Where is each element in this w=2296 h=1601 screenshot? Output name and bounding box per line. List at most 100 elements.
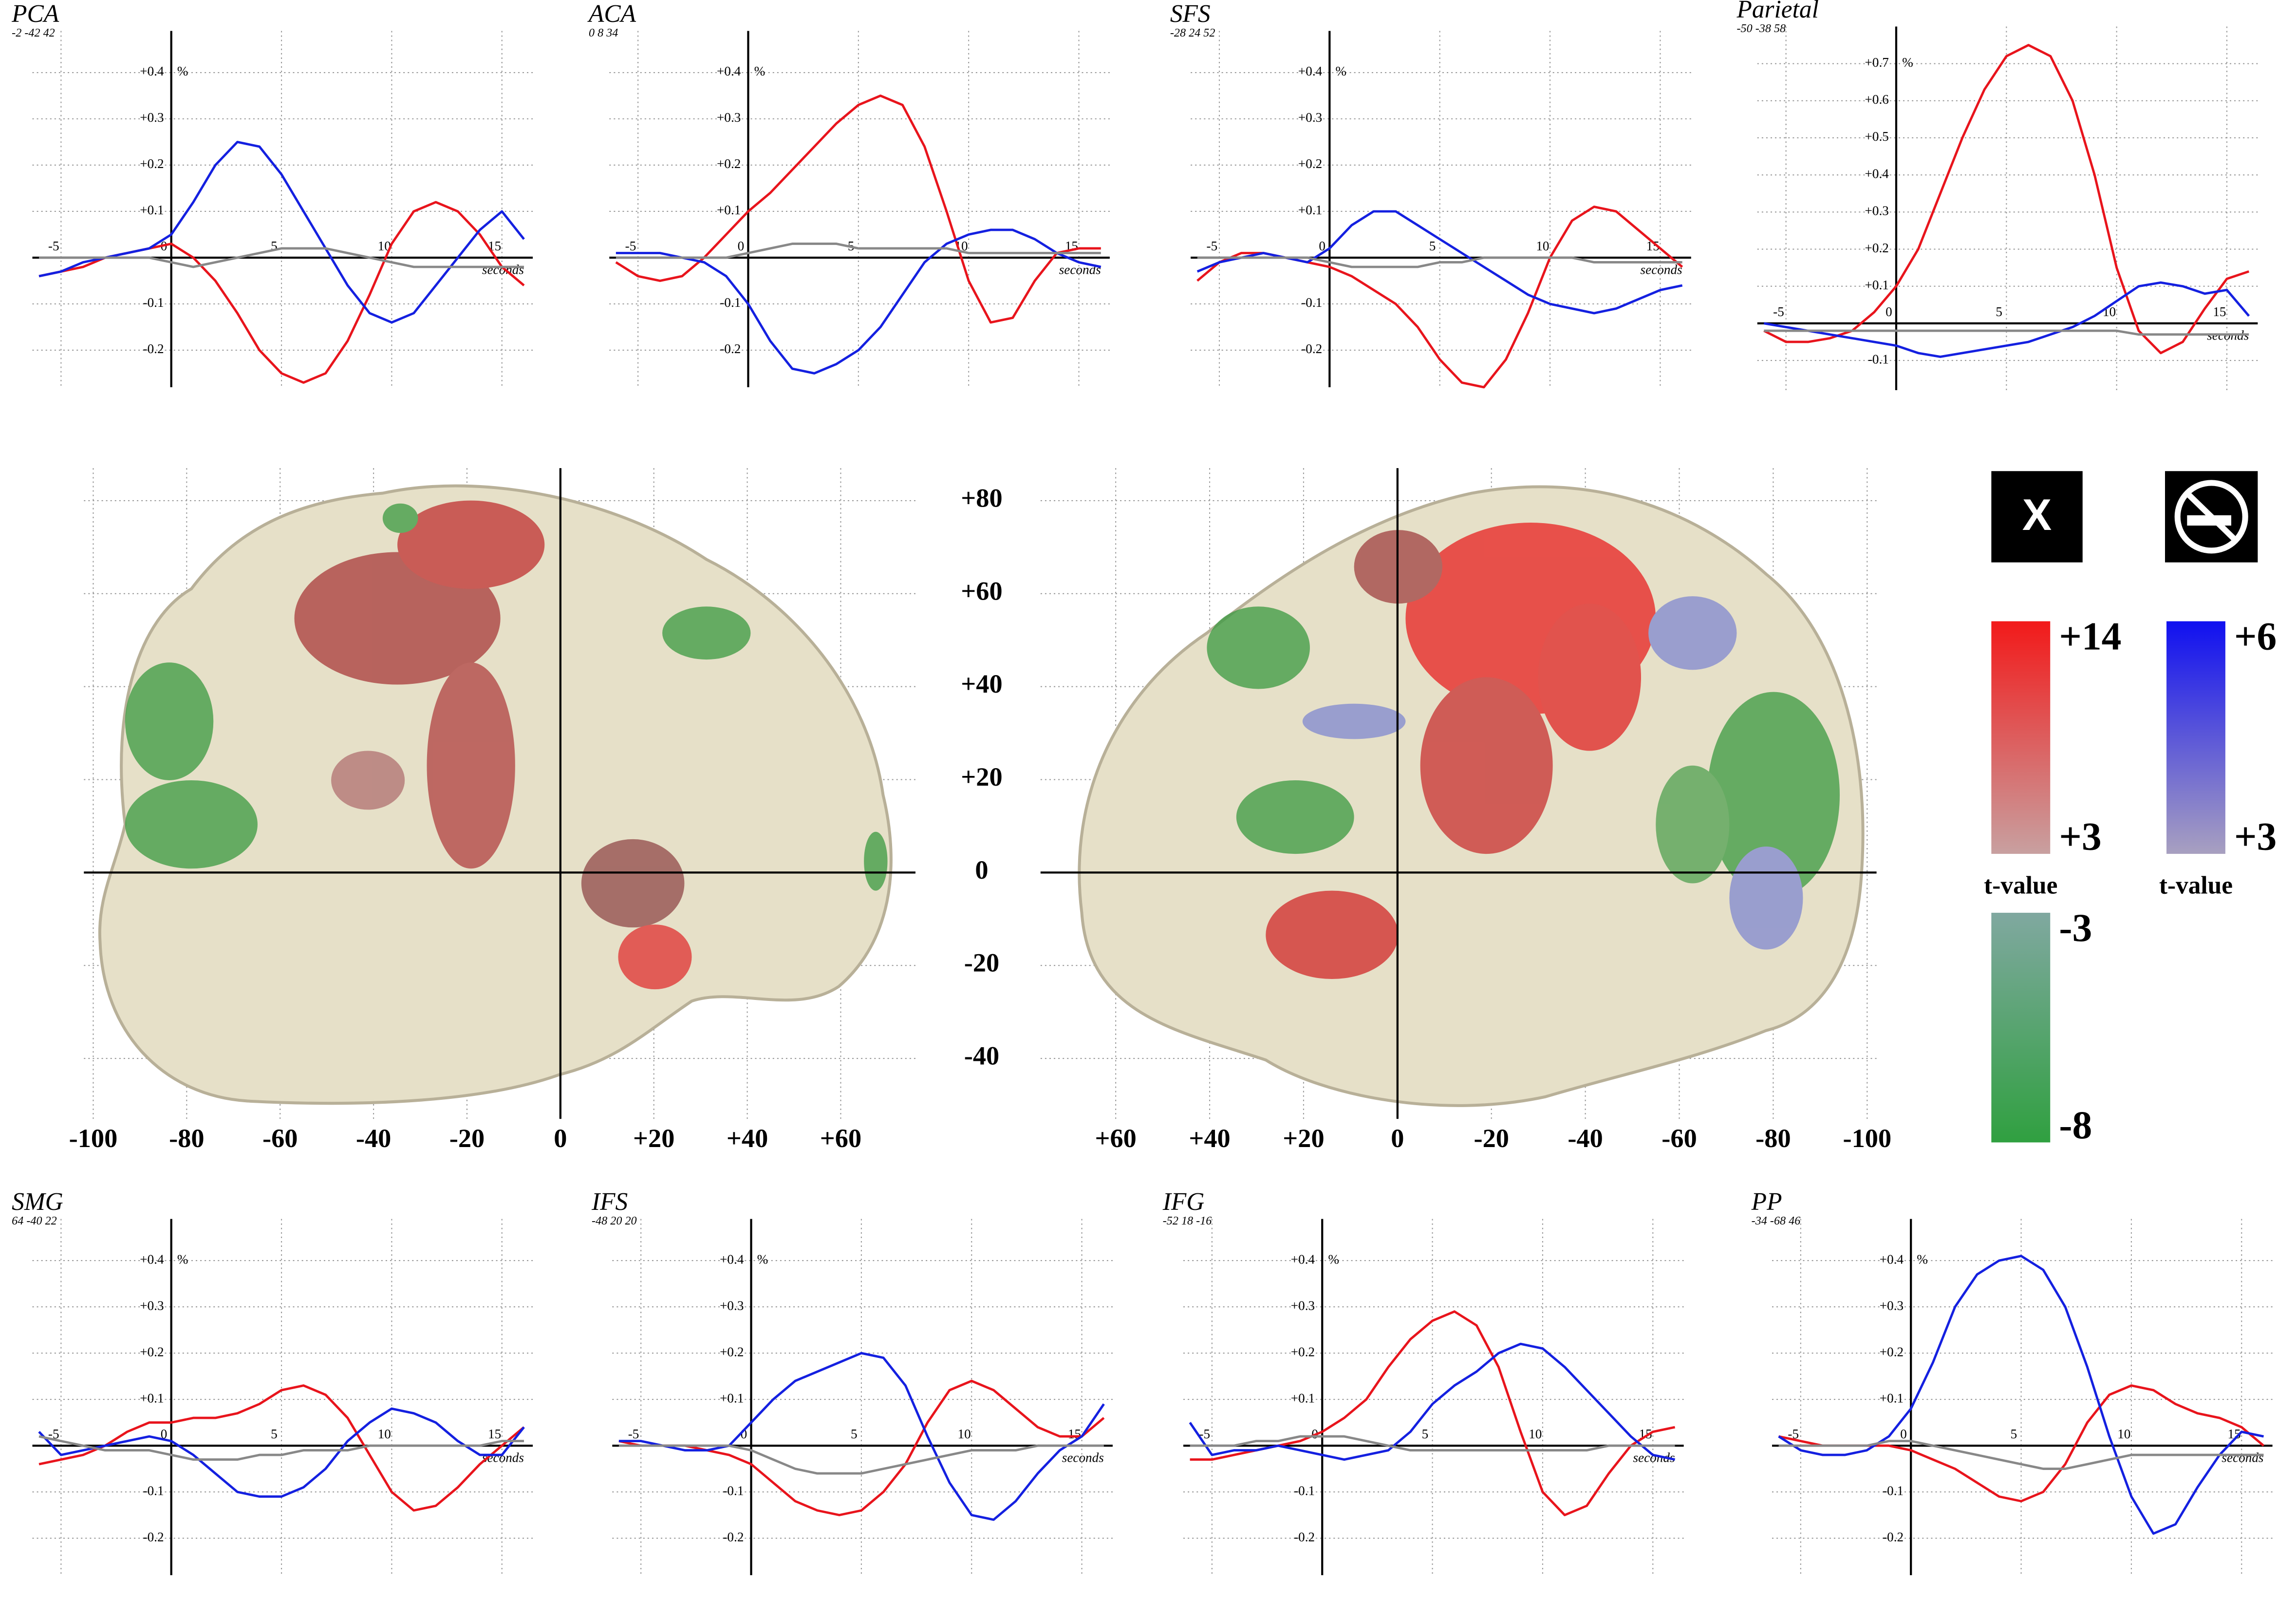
colorbar-tick-label: -8 <box>2059 1103 2092 1147</box>
activation-red <box>581 839 685 928</box>
y-tick-label: +0.4 <box>1291 1252 1315 1266</box>
series-line <box>38 1384 525 1512</box>
x-axis-label: seconds <box>1641 262 1682 277</box>
y-unit: % <box>1917 1252 1928 1266</box>
x-tick-label: 15 <box>2213 304 2226 319</box>
chart-title: SMG <box>12 1188 63 1216</box>
y-tick-label: +0.1 <box>720 1391 744 1405</box>
y-tick-label: 0 <box>975 855 988 885</box>
chart-subtitle: -28 24 52 <box>1170 26 1215 39</box>
no-smoking-ring <box>2174 480 2248 554</box>
y-tick-label: +0.1 <box>140 1391 164 1405</box>
chart-title: IFS <box>591 1188 628 1216</box>
x-tick-label: -5 <box>628 1427 639 1441</box>
y-tick-label: -0.1 <box>1301 295 1322 310</box>
y-tick-label: +0.3 <box>717 110 741 125</box>
condition-icon-box <box>1991 471 2083 563</box>
y-tick-label: +0.5 <box>1865 129 1889 144</box>
series-line <box>38 1435 524 1461</box>
y-tick-label: +0.2 <box>717 156 741 171</box>
x-tick-label: 0 <box>1900 1427 1907 1441</box>
x-tick-label: 5 <box>1429 239 1436 253</box>
x-tick-label: 15 <box>488 1427 501 1441</box>
activation-green <box>1236 780 1354 854</box>
chart-title: SFS <box>1170 0 1211 28</box>
condition-icon-label: X <box>2022 490 2052 540</box>
y-tick-label: +0.2 <box>1865 241 1889 255</box>
chart-layer: -5 0 5 10 15 -0.2 -0.1 +0.1 +0.2 +0.3 +0.4 % seconds… <box>11 0 2273 1576</box>
y-tick-label: +0.2 <box>720 1344 744 1359</box>
series-line <box>618 1352 1105 1521</box>
x-tick-label: -5 <box>1207 239 1218 253</box>
chart-subtitle: -34 -68 46 <box>1752 1214 1801 1227</box>
y-unit: % <box>177 1252 188 1266</box>
x-tick-label: -100 <box>69 1124 118 1153</box>
chart-title: Parietal <box>1736 0 1818 23</box>
x-tick-label: +20 <box>1283 1124 1324 1153</box>
y-tick-label: -0.2 <box>1883 1529 1904 1544</box>
y-tick-label: +0.2 <box>1298 156 1322 171</box>
line-chart: -5 0 5 10 15-0.1+0.1+0.2+0.3+0.4+0.5+0.6+0.7… <box>1736 0 2258 390</box>
y-tick-label: +0.4 <box>717 64 741 78</box>
series-line <box>38 1407 525 1498</box>
y-tick-label: +0.4 <box>1865 166 1889 181</box>
series-line <box>1197 256 1682 268</box>
y-tick-label: +20 <box>961 762 1002 791</box>
activation-red <box>618 924 692 990</box>
line-chart: -5 0 5 10 15-0.2-0.1+0.1+0.2+0.3+0.4 %seconds… <box>1162 1188 1684 1576</box>
y-tick-label: +0.4 <box>140 64 164 78</box>
y-tick-label: +0.4 <box>1298 64 1323 78</box>
x-axis-label: seconds <box>2221 1450 2263 1465</box>
chart-subtitle: 64 -40 22 <box>12 1214 57 1227</box>
activation-red <box>1538 603 1642 751</box>
colorbar-label: t-value <box>2159 871 2233 899</box>
series-line <box>616 228 1101 375</box>
activation-green <box>864 831 888 891</box>
series-line <box>1189 1342 1676 1461</box>
y-tick-label: +0.1 <box>1865 278 1889 292</box>
y-unit: % <box>177 64 188 78</box>
y-unit: % <box>1328 1252 1339 1266</box>
y-tick-label: -0.2 <box>143 1529 164 1544</box>
x-tick-label: 5 <box>851 1427 858 1441</box>
y-tick-label: +40 <box>961 669 1002 698</box>
colorbar <box>1991 912 2051 1143</box>
colorbar-tick-label: +3 <box>2234 814 2277 859</box>
line-chart: -5 0 5 10 15-0.2-0.1+0.1+0.2+0.3+0.4 %seconds… <box>11 0 533 387</box>
y-tick-label: +0.3 <box>720 1298 744 1313</box>
y-tick-label: -0.1 <box>1868 352 1889 366</box>
chart-title: IFG <box>1162 1188 1205 1216</box>
y-tick-label: +0.3 <box>1865 204 1889 218</box>
y-tick-label: +0.1 <box>1298 203 1322 217</box>
y-tick-label: -0.2 <box>723 1529 744 1544</box>
y-unit: % <box>757 1252 768 1266</box>
chart-subtitle: -52 18 -16 <box>1163 1214 1212 1227</box>
chart-subtitle: 0 8 34 <box>589 26 618 39</box>
x-tick-label: 0 <box>1885 304 1892 319</box>
x-tick-label: 5 <box>1422 1427 1429 1441</box>
y-tick-label: -0.1 <box>143 1483 164 1498</box>
series-line <box>618 1444 1104 1475</box>
series-line <box>615 94 1101 324</box>
activation-blue <box>1729 846 1803 950</box>
activation-green <box>1656 765 1730 884</box>
x-tick-label: +40 <box>1189 1124 1230 1153</box>
line-chart: -5 0 5 10 15-0.2-0.1+0.1+0.2+0.3+0.4 %seconds… <box>12 1188 533 1576</box>
activation-red <box>1266 890 1399 979</box>
x-tick-label: 0 <box>738 239 745 253</box>
x-tick-label: +60 <box>1095 1124 1136 1153</box>
y-tick-label: +80 <box>961 483 1002 512</box>
y-tick-label: -0.2 <box>720 341 741 356</box>
x-tick-label: -20 <box>449 1124 485 1153</box>
x-tick-label: -5 <box>1788 1427 1799 1441</box>
series-line <box>618 1379 1105 1516</box>
x-tick-label: 0 <box>1319 239 1325 253</box>
y-tick-label: +0.3 <box>1298 110 1322 125</box>
activation-red <box>1420 677 1553 854</box>
y-tick-label: +0.3 <box>140 110 164 125</box>
activation-blue <box>1648 596 1737 670</box>
y-unit: % <box>1335 64 1346 78</box>
colorbar-tick-label: +6 <box>2234 614 2277 659</box>
chart-title: PCA <box>11 0 59 28</box>
